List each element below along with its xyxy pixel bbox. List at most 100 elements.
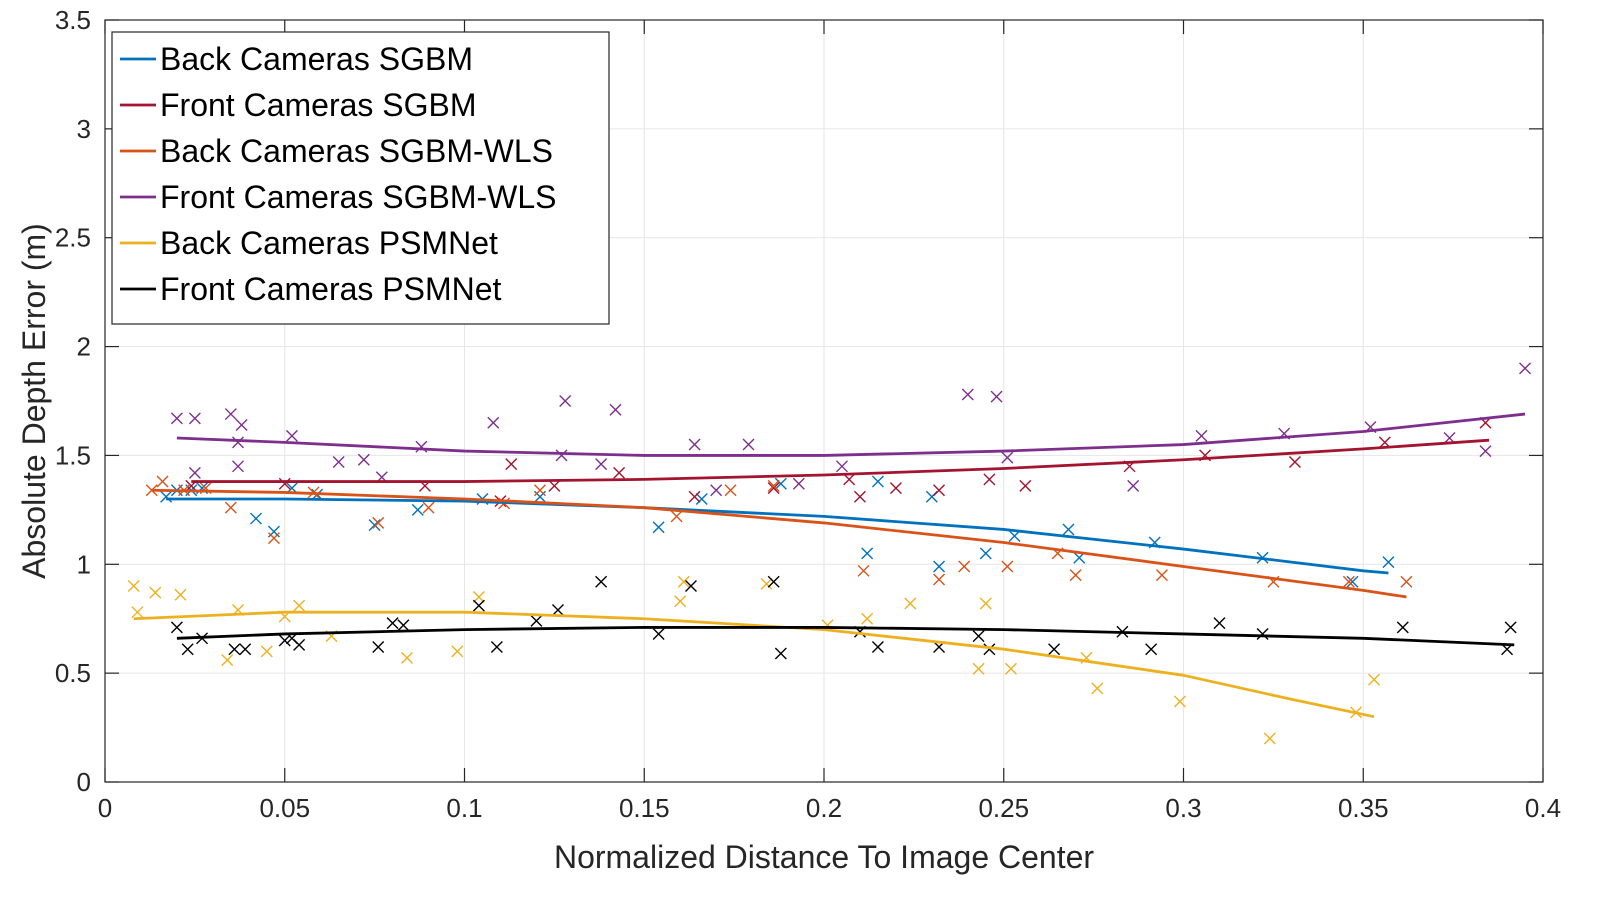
data-point-marker [1004, 662, 1017, 675]
data-point-marker [688, 490, 701, 503]
x-axis-label: Normalized Distance To Image Center [554, 839, 1094, 875]
data-point-marker [160, 490, 173, 503]
data-point-marker [1145, 643, 1158, 656]
y-axis-label: Absolute Depth Error (m) [16, 223, 52, 579]
data-point-marker [961, 388, 974, 401]
data-point-marker [677, 575, 690, 588]
fit-line-6 [176, 626, 1515, 647]
data-point-marker [260, 645, 273, 658]
data-point-marker [958, 560, 971, 573]
data-point-marker [372, 641, 385, 654]
data-point-marker [767, 482, 780, 495]
data-point-marker [224, 501, 237, 514]
y-tick-label: 0 [77, 767, 91, 797]
data-point-marker [1155, 569, 1168, 582]
data-point-marker [609, 403, 622, 416]
data-point-marker [1173, 695, 1186, 708]
data-point-marker [559, 395, 572, 407]
data-point-marker [674, 595, 687, 608]
data-point-marker [530, 614, 543, 627]
data-point-marker [933, 560, 946, 573]
data-point-marker [1263, 732, 1276, 745]
data-point-marker [1288, 455, 1301, 468]
data-point-marker [332, 455, 345, 468]
x-tick-label: 0 [98, 793, 112, 823]
data-point-marker [372, 516, 385, 529]
data-point-marker [1069, 569, 1082, 582]
fit-line-2 [191, 438, 1490, 483]
x-tick-label: 0.4 [1525, 793, 1561, 823]
data-point-marker [1091, 682, 1104, 695]
data-point-marker [181, 643, 194, 656]
data-point-marker [652, 521, 665, 534]
data-point-marker [742, 438, 755, 451]
data-point-marker [1346, 575, 1359, 588]
data-point-marker [1342, 575, 1355, 588]
data-point-marker [472, 599, 485, 612]
data-point-marker [1001, 560, 1014, 573]
data-point-marker [285, 429, 298, 442]
x-tick-label: 0.35 [1338, 793, 1389, 823]
data-point-marker [534, 484, 546, 497]
data-point-marker [853, 490, 866, 503]
data-point-marker [1195, 429, 1208, 442]
x-tick-label: 0.15 [619, 793, 670, 823]
data-point-marker [990, 390, 1003, 403]
data-point-marker [835, 460, 848, 473]
data-point-marker [792, 477, 805, 490]
data-point-marker [1213, 617, 1226, 630]
data-point-marker [422, 501, 435, 514]
fit-line-3 [151, 488, 1407, 599]
data-point-marker [149, 586, 162, 599]
axes: 0 0.05 0.1 0.15 0.2 0.25 0.3 0.35 0.4 0 0.5 1 1.5 2 2.… [55, 5, 1561, 823]
data-point-marker [400, 651, 413, 664]
data-point-marker [670, 510, 683, 523]
data-point-marker [1396, 621, 1409, 634]
data-point-marker [221, 654, 234, 667]
legend-box [111, 31, 610, 325]
data-point-marker [767, 479, 780, 492]
data-point-marker [293, 638, 306, 651]
data-point-marker [228, 643, 241, 656]
data-point-marker [239, 643, 252, 656]
data-point-marker [871, 641, 884, 654]
x-tick-label: 0.1 [446, 793, 482, 823]
data-point-marker [774, 477, 787, 490]
data-point-marker [1504, 621, 1517, 634]
legend-entry-label: Front Cameras SGBM [160, 87, 477, 123]
data-point-marker [889, 482, 902, 495]
data-point-marker [843, 473, 856, 486]
data-point-marker [1519, 362, 1532, 375]
data-point-marker [411, 503, 424, 516]
data-point-marker [293, 599, 306, 612]
x-tick-label: 0.25 [978, 793, 1029, 823]
data-point-marker [1019, 479, 1032, 492]
data-point-marker [397, 619, 410, 632]
data-point-marker [174, 588, 187, 601]
data-point-marker [505, 458, 518, 471]
y-tick-label: 3.5 [55, 5, 91, 35]
data-point-marker [224, 408, 237, 421]
x-tick-label: 0.3 [1165, 793, 1201, 823]
data-point-marker [767, 575, 780, 588]
data-point-marker [267, 532, 280, 545]
data-point-marker [386, 617, 399, 630]
y-tick-label: 3 [77, 114, 91, 144]
axes-box [104, 19, 1544, 783]
fit-line-5 [133, 610, 1375, 719]
data-point-marker [595, 575, 608, 588]
data-point-marker [188, 466, 201, 479]
x-tick-label: 0.2 [806, 793, 842, 823]
data-point-marker [688, 438, 701, 451]
y-tick-label: 1.5 [55, 440, 91, 470]
fit-line-1 [166, 497, 1389, 575]
data-point-marker [555, 449, 568, 462]
data-point-marker [551, 604, 564, 617]
data-point-marker [857, 564, 870, 577]
data-point-marker [710, 484, 723, 497]
data-point-marker [156, 475, 169, 488]
data-point-marker [232, 460, 245, 473]
data-point-marker [760, 577, 773, 590]
data-point-marker [933, 573, 946, 586]
